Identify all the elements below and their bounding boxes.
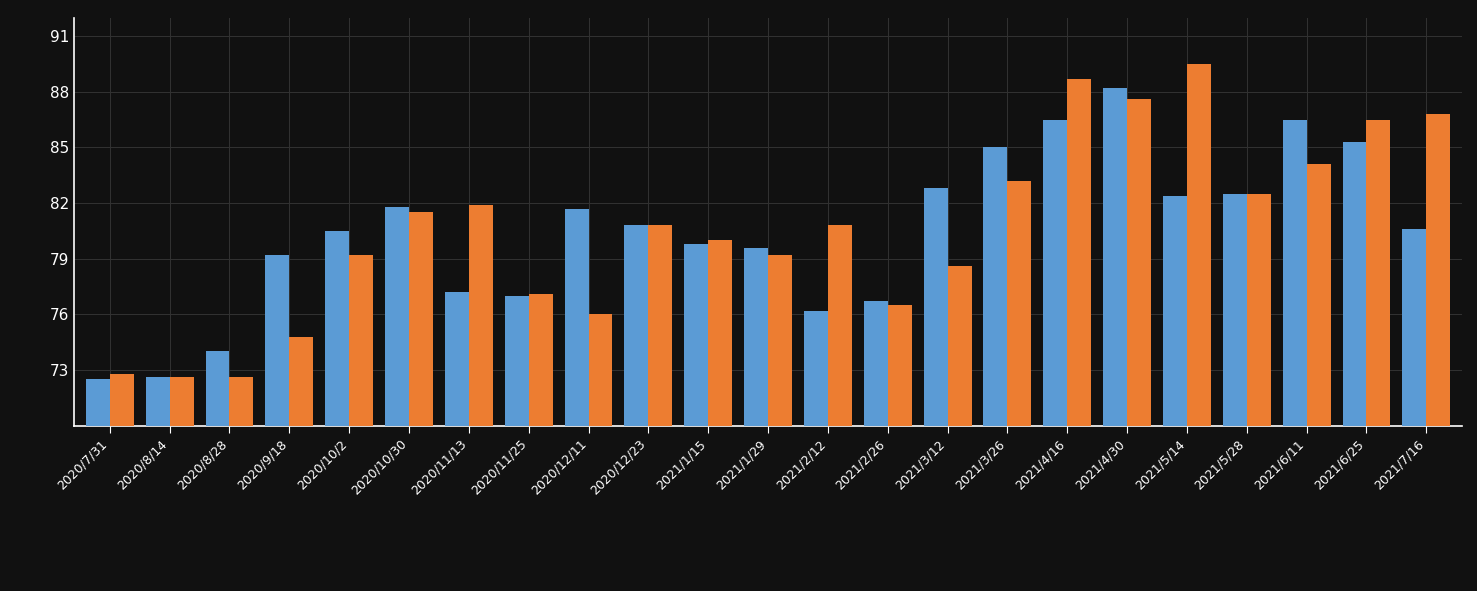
Bar: [385, 207, 409, 426]
Bar: [1068, 79, 1092, 426]
Bar: [625, 225, 648, 426]
Bar: [1307, 164, 1331, 426]
Bar: [170, 377, 193, 426]
Bar: [684, 244, 707, 426]
Bar: [888, 305, 911, 426]
Bar: [803, 311, 829, 426]
Bar: [1188, 64, 1211, 426]
Bar: [529, 294, 552, 426]
Bar: [445, 292, 468, 426]
Bar: [146, 377, 170, 426]
Bar: [984, 148, 1007, 426]
Bar: [1247, 194, 1270, 426]
Bar: [205, 352, 229, 426]
Bar: [109, 374, 134, 426]
Bar: [1427, 114, 1450, 426]
Bar: [744, 248, 768, 426]
Bar: [707, 240, 733, 426]
Bar: [266, 255, 289, 426]
Bar: [1162, 196, 1188, 426]
Bar: [325, 231, 349, 426]
Bar: [468, 205, 493, 426]
Bar: [229, 377, 254, 426]
Bar: [1043, 119, 1068, 426]
Bar: [648, 225, 672, 426]
Bar: [1223, 194, 1247, 426]
Bar: [86, 379, 109, 426]
Bar: [1282, 119, 1307, 426]
Bar: [1103, 88, 1127, 426]
Bar: [1127, 99, 1151, 426]
Bar: [1366, 119, 1390, 426]
Bar: [864, 301, 888, 426]
Bar: [564, 209, 588, 426]
Bar: [409, 212, 433, 426]
Bar: [289, 336, 313, 426]
Bar: [349, 255, 374, 426]
Bar: [588, 314, 613, 426]
Bar: [1343, 142, 1366, 426]
Bar: [768, 255, 792, 426]
Bar: [829, 225, 852, 426]
Bar: [1007, 181, 1031, 426]
Bar: [505, 296, 529, 426]
Bar: [1402, 229, 1427, 426]
Bar: [948, 266, 972, 426]
Bar: [923, 189, 948, 426]
